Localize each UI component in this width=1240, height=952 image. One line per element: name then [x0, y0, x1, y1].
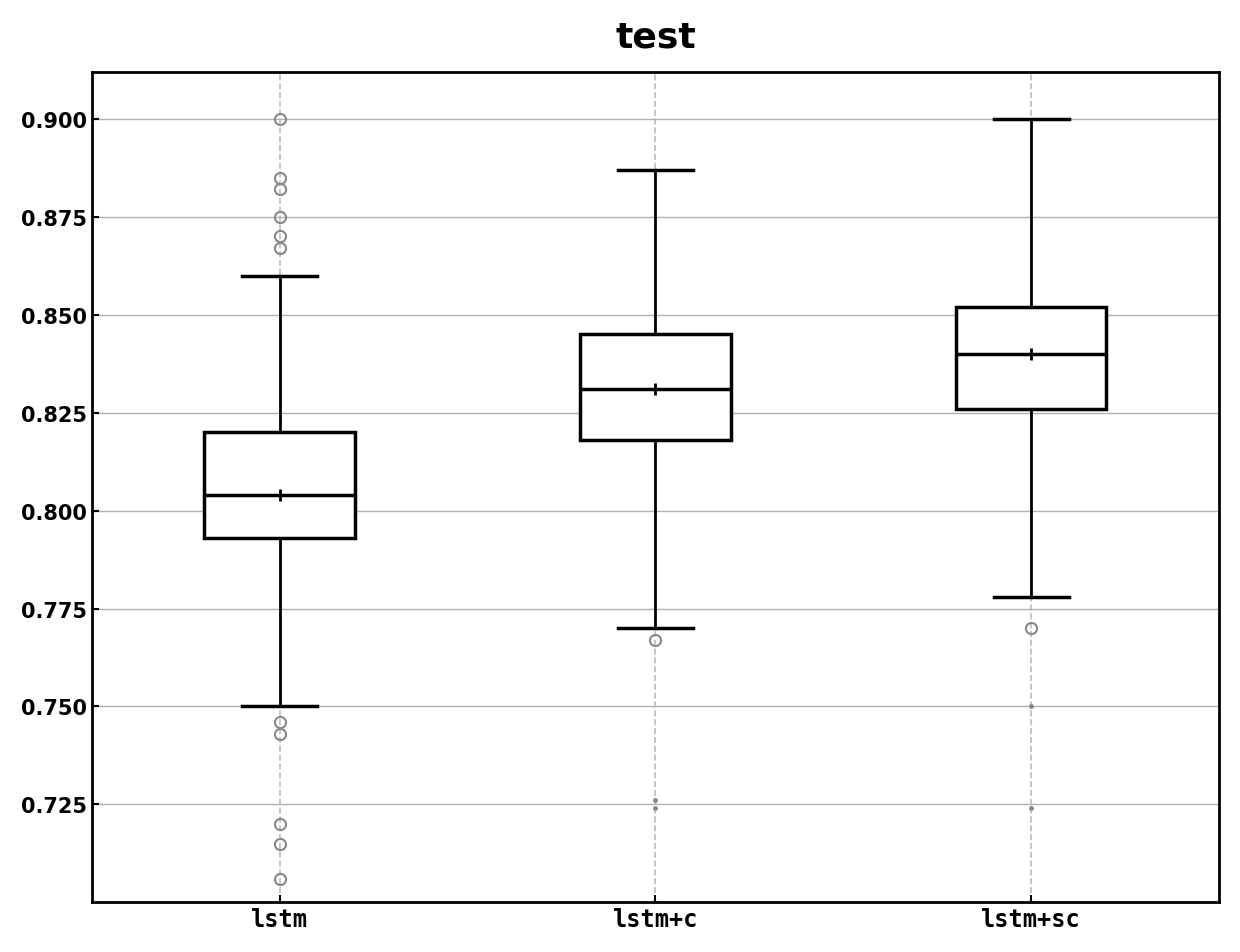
- PathPatch shape: [956, 307, 1106, 409]
- PathPatch shape: [580, 335, 730, 441]
- Title: test: test: [615, 21, 696, 55]
- PathPatch shape: [205, 433, 355, 539]
